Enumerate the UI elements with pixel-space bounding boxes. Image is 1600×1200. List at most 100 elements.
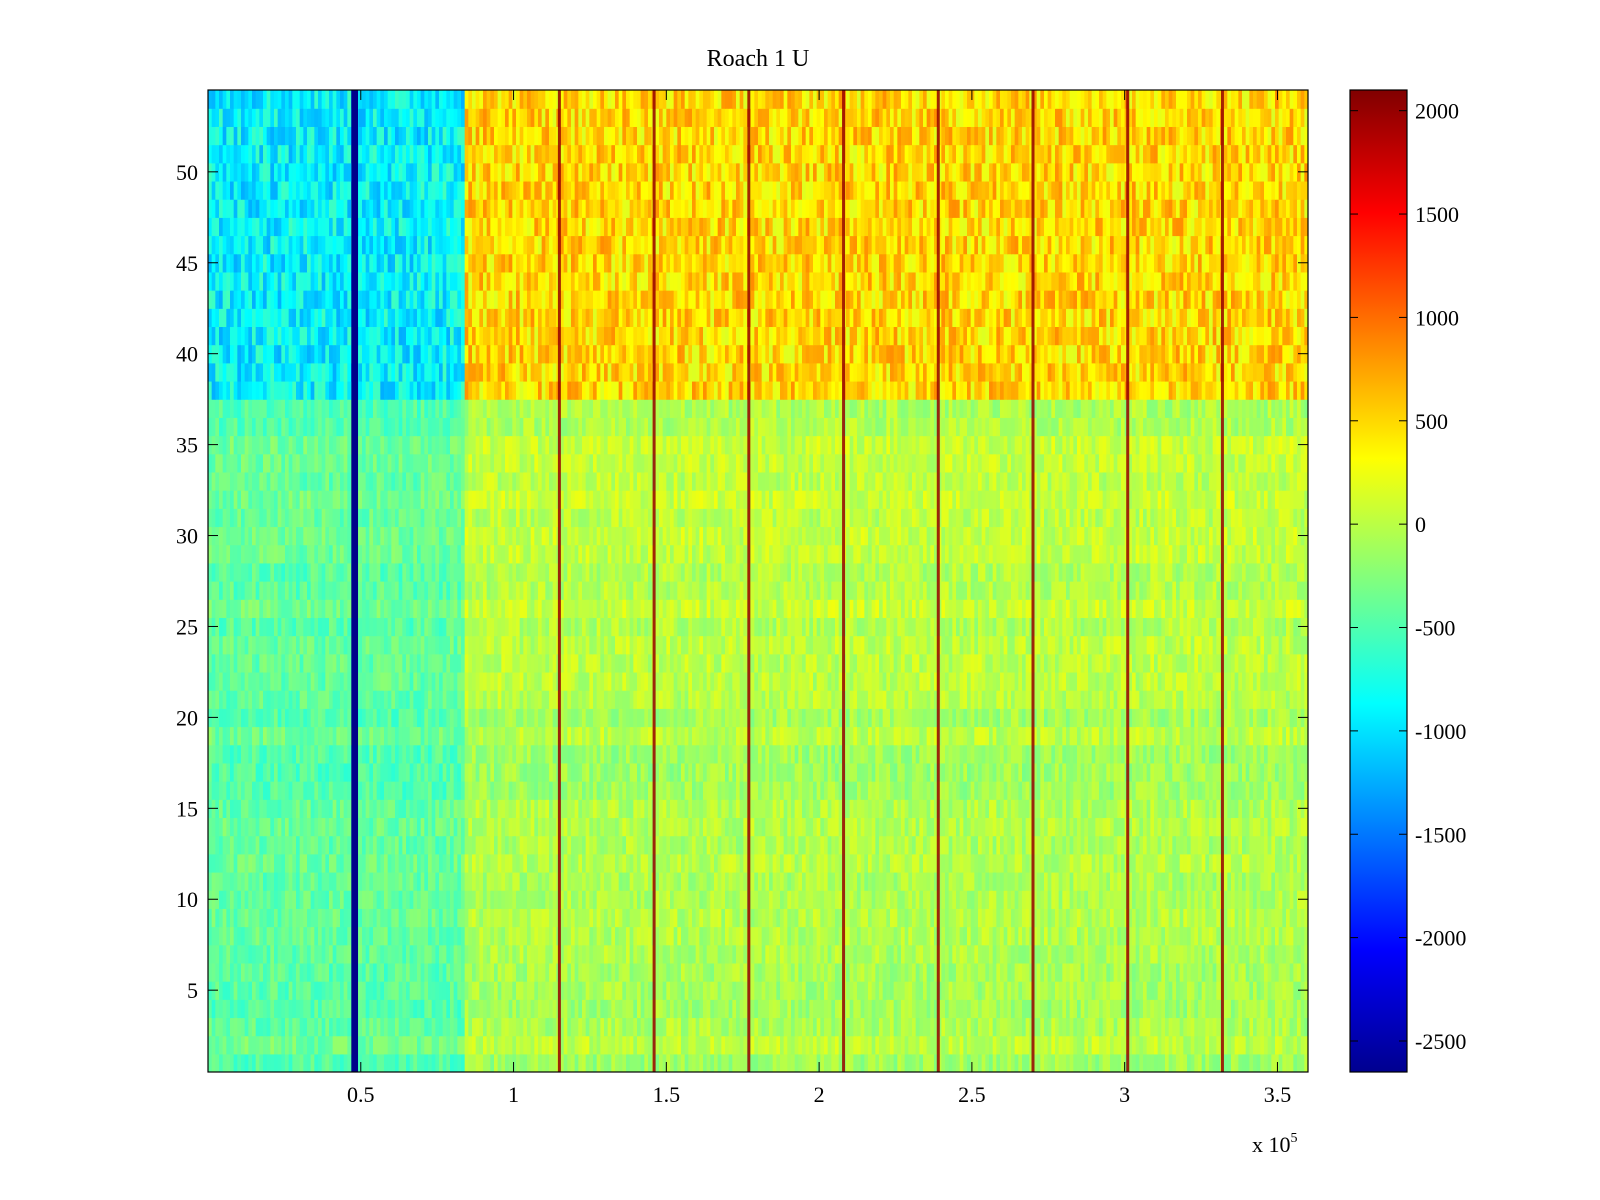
heatmap-cell [1260, 781, 1265, 800]
heatmap-cell [1113, 908, 1118, 928]
heatmap-cell [717, 799, 722, 819]
heatmap-cell [985, 781, 990, 800]
heatmap-cell [1245, 908, 1250, 928]
heatmap-cell [1256, 926, 1261, 946]
heatmap-cell [1003, 835, 1008, 855]
heatmap-cell [941, 890, 946, 909]
heatmap-cell [695, 817, 700, 837]
heatmap-cell [714, 1053, 719, 1072]
heatmap-cell [461, 981, 466, 1000]
heatmap-cell [336, 981, 341, 1000]
heatmap-cell [567, 890, 572, 909]
heatmap-cell [596, 762, 601, 782]
heatmap-cell [629, 908, 634, 928]
heatmap-cell [376, 1053, 381, 1072]
heatmap-cell [325, 1053, 330, 1072]
heatmap-cell [512, 999, 517, 1019]
heatmap-cell [563, 908, 568, 928]
heatmap-cell [1095, 1053, 1100, 1072]
heatmap-cell [450, 799, 455, 819]
heatmap-cell [486, 1035, 491, 1055]
heatmap-cell [930, 853, 935, 873]
heatmap-cell [329, 962, 334, 982]
heatmap-cell [813, 817, 818, 837]
heatmap-cell [530, 817, 535, 837]
heatmap-cell [373, 890, 378, 909]
heatmap-cell [783, 762, 788, 782]
heatmap-cell [1238, 962, 1243, 982]
heatmap-cell [1282, 853, 1287, 873]
heatmap-cell [607, 944, 612, 964]
heatmap-cell [677, 817, 682, 837]
heatmap-cell [644, 962, 649, 982]
heatmap-cell [937, 1053, 942, 1072]
heatmap-cell [1069, 944, 1074, 964]
heatmap-cell [233, 999, 238, 1019]
heatmap-cell [780, 762, 785, 782]
heatmap-cell [1033, 853, 1038, 873]
heatmap-cell [424, 817, 429, 837]
heatmap-cell [985, 853, 990, 873]
heatmap-cell [406, 944, 411, 964]
heatmap-cell [1077, 908, 1082, 928]
heatmap-cell [1095, 999, 1100, 1019]
heatmap-cell [1275, 962, 1280, 982]
heatmap-cell [717, 853, 722, 873]
heatmap-cell [1150, 926, 1155, 946]
heatmap-cell [967, 1017, 972, 1037]
heatmap-cell [776, 981, 781, 1000]
heatmap-cell [391, 1035, 396, 1055]
heatmap-cell [296, 962, 301, 982]
heatmap-cell [864, 1017, 869, 1037]
heatmap-cell [838, 890, 843, 909]
heatmap-cell [237, 999, 242, 1019]
heatmap-cell [530, 890, 535, 909]
heatmap-cell [1286, 926, 1291, 946]
heatmap-cell [868, 1053, 873, 1072]
heatmap-cell [901, 944, 906, 964]
heatmap-cell [208, 835, 213, 855]
heatmap-cell [992, 999, 997, 1019]
heatmap-cell [442, 999, 447, 1019]
heatmap-cell [211, 1035, 216, 1055]
heatmap-cell [1289, 1017, 1294, 1037]
heatmap-cell [974, 944, 979, 964]
heatmap-cell [457, 871, 462, 891]
heatmap-cell [398, 1017, 403, 1037]
heatmap-cell [578, 944, 583, 964]
heatmap-cell [534, 944, 539, 964]
heatmap-cell [886, 762, 891, 782]
heatmap-cell [772, 944, 777, 964]
heatmap-cell [446, 1053, 451, 1072]
heatmap-cell [926, 926, 931, 946]
heatmap-cell [222, 835, 227, 855]
heatmap-cell [860, 799, 865, 819]
heatmap-cell [901, 871, 906, 891]
heatmap-cell [266, 1035, 271, 1055]
heatmap-cell [758, 999, 763, 1019]
heatmap-cell [798, 908, 803, 928]
heatmap-cell [578, 835, 583, 855]
heatmap-cell [461, 926, 466, 946]
heatmap-cell [1231, 1053, 1236, 1072]
heatmap-cell [996, 926, 1001, 946]
heatmap-cell [464, 1053, 469, 1072]
heatmap-cell [846, 981, 851, 1000]
heatmap-cell [380, 944, 385, 964]
heatmap-cell [864, 1053, 869, 1072]
heatmap-cell [750, 999, 755, 1019]
heatmap-cell [318, 908, 323, 928]
heatmap-cell [611, 853, 616, 873]
heatmap-cell [413, 817, 418, 837]
heatmap-cell [761, 1053, 766, 1072]
heatmap-cell [230, 835, 235, 855]
heatmap-cell [1029, 817, 1034, 837]
heatmap-cell [314, 781, 319, 800]
heatmap-cell [329, 926, 334, 946]
heatmap-cell [626, 1017, 631, 1037]
heatmap-cell [956, 835, 961, 855]
heatmap-cell [497, 817, 502, 837]
heatmap-cell [527, 1017, 532, 1037]
heatmap-cell [706, 799, 711, 819]
heatmap-cell [1047, 1035, 1052, 1055]
